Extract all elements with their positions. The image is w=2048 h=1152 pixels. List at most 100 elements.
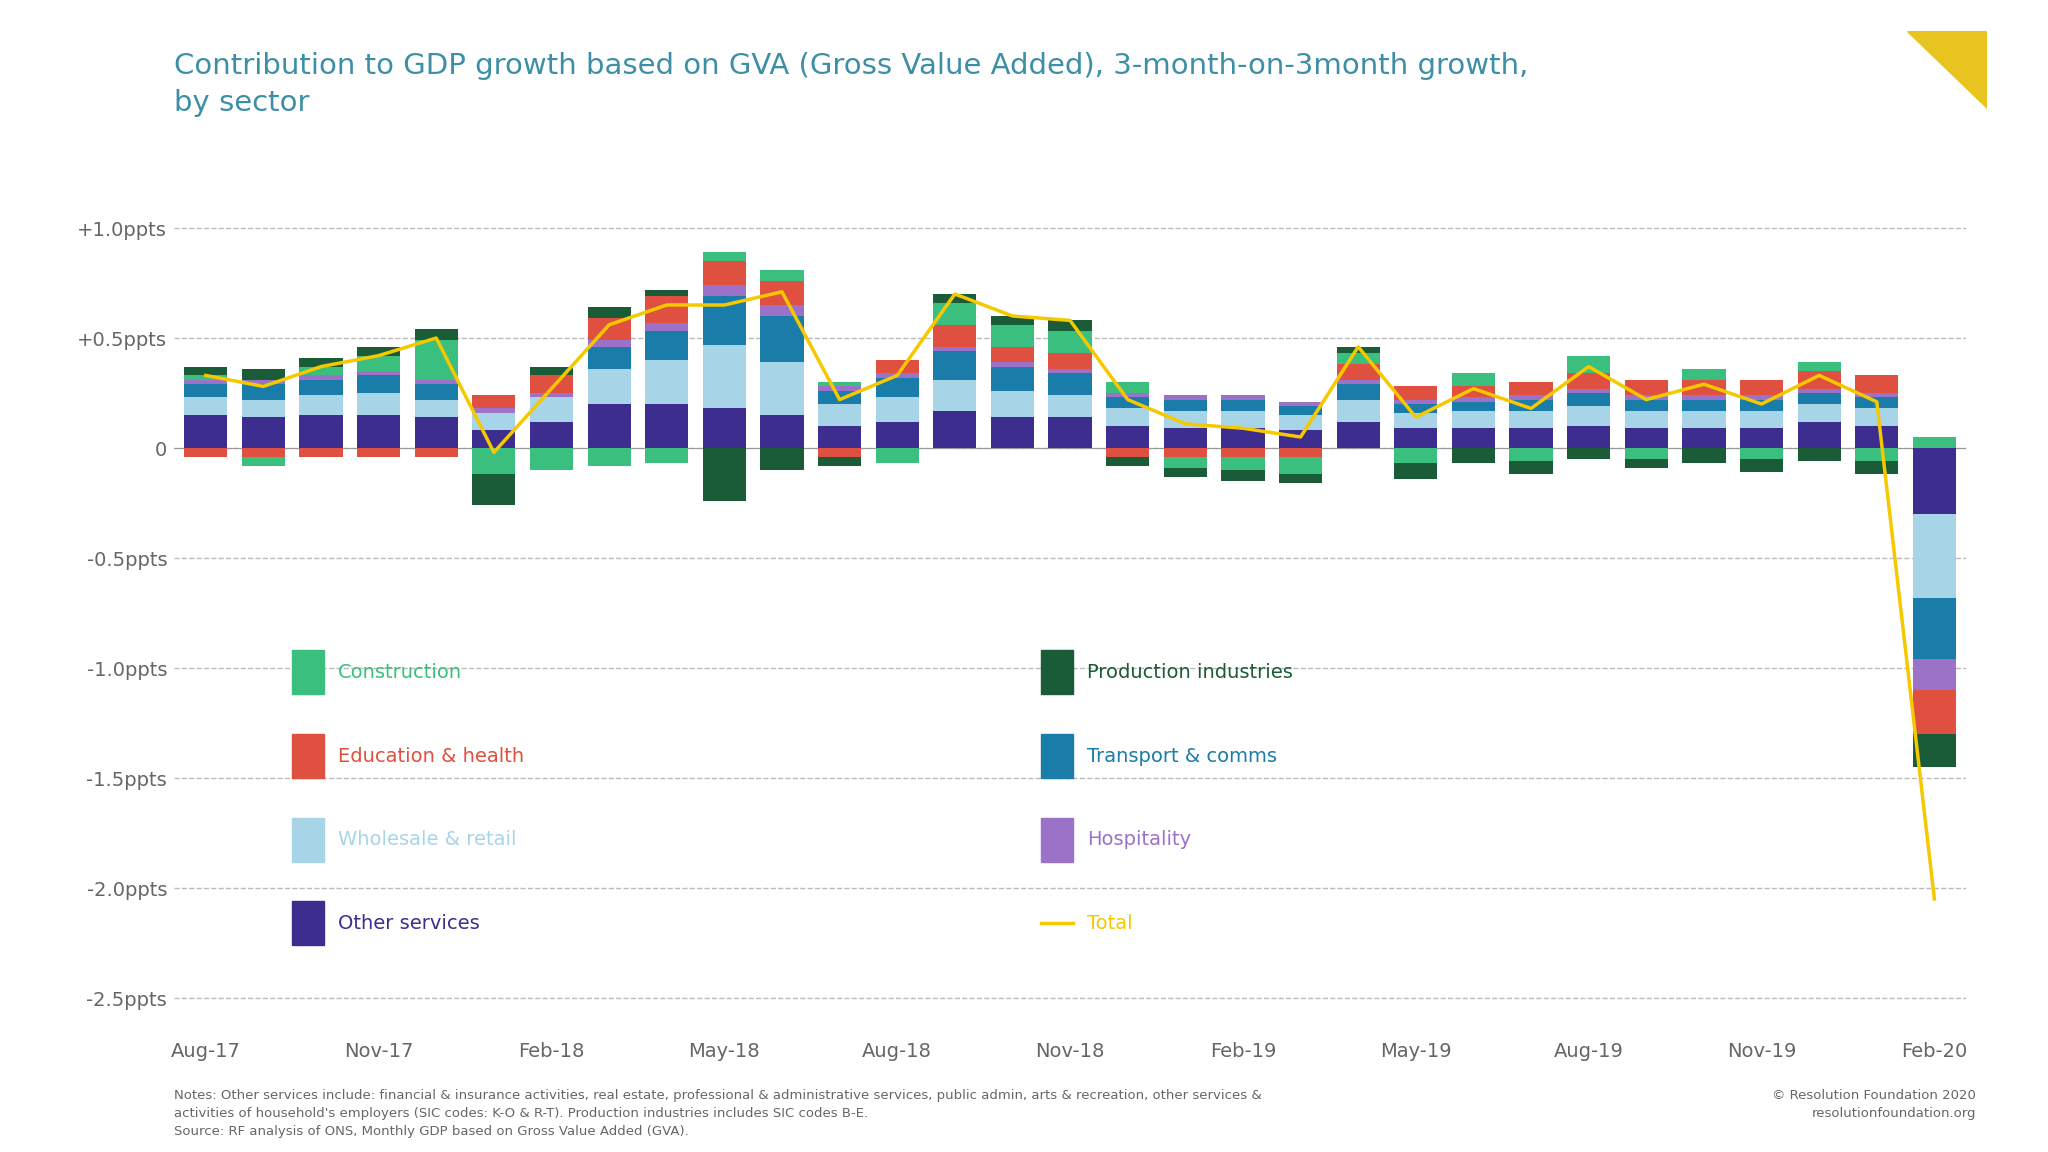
- Bar: [1106, 409, 1149, 426]
- Bar: [1681, 400, 1726, 410]
- Bar: [934, 410, 977, 448]
- Bar: [242, 385, 285, 400]
- Bar: [817, 457, 862, 465]
- Polygon shape: [1907, 31, 1987, 108]
- Bar: [1567, 388, 1610, 393]
- Bar: [1278, 415, 1323, 431]
- Bar: [242, 380, 285, 385]
- Bar: [934, 325, 977, 347]
- Bar: [356, 448, 399, 457]
- Bar: [877, 378, 920, 397]
- Bar: [1798, 362, 1841, 371]
- Bar: [1855, 426, 1898, 448]
- Bar: [1106, 393, 1149, 397]
- FancyBboxPatch shape: [293, 818, 324, 862]
- Bar: [645, 332, 688, 361]
- Bar: [702, 409, 745, 448]
- Bar: [1509, 410, 1552, 429]
- Bar: [1741, 410, 1784, 429]
- Bar: [588, 308, 631, 318]
- Bar: [702, 296, 745, 344]
- FancyBboxPatch shape: [1040, 651, 1073, 695]
- Bar: [1741, 429, 1784, 448]
- Bar: [1681, 448, 1726, 463]
- Bar: [1106, 448, 1149, 457]
- Bar: [588, 369, 631, 404]
- Bar: [817, 426, 862, 448]
- Bar: [1624, 380, 1667, 395]
- Bar: [1855, 397, 1898, 409]
- FancyBboxPatch shape: [1040, 818, 1073, 862]
- Bar: [760, 415, 803, 448]
- Bar: [1049, 369, 1092, 373]
- Bar: [1278, 407, 1323, 415]
- Bar: [1395, 429, 1438, 448]
- Bar: [530, 366, 573, 376]
- Bar: [1567, 448, 1610, 458]
- Bar: [1624, 448, 1667, 458]
- Bar: [1395, 404, 1438, 412]
- Bar: [1855, 376, 1898, 393]
- Bar: [299, 415, 342, 448]
- Bar: [1221, 395, 1264, 400]
- Bar: [1624, 458, 1667, 468]
- Bar: [414, 400, 459, 417]
- Bar: [1798, 422, 1841, 448]
- Bar: [934, 351, 977, 380]
- Bar: [1452, 448, 1495, 463]
- Bar: [473, 475, 516, 506]
- Bar: [299, 358, 342, 366]
- Bar: [934, 347, 977, 351]
- Bar: [645, 361, 688, 404]
- Bar: [356, 356, 399, 371]
- Bar: [1567, 373, 1610, 388]
- Bar: [1049, 320, 1092, 332]
- Bar: [1681, 429, 1726, 448]
- Bar: [1337, 385, 1380, 400]
- Bar: [1337, 422, 1380, 448]
- Bar: [1509, 395, 1552, 400]
- Bar: [1681, 369, 1726, 380]
- Bar: [1049, 354, 1092, 369]
- Bar: [299, 366, 342, 376]
- Bar: [645, 448, 688, 463]
- Bar: [588, 347, 631, 369]
- Bar: [1913, 514, 1956, 598]
- Bar: [356, 371, 399, 376]
- Bar: [1913, 437, 1956, 448]
- Bar: [1278, 431, 1323, 448]
- Bar: [1395, 448, 1438, 463]
- Bar: [1163, 448, 1206, 457]
- Bar: [991, 362, 1034, 366]
- Text: RF: RF: [1874, 96, 1933, 137]
- Bar: [242, 417, 285, 448]
- Bar: [1337, 380, 1380, 385]
- Bar: [1452, 429, 1495, 448]
- Bar: [473, 431, 516, 448]
- Bar: [299, 376, 342, 380]
- Bar: [1567, 407, 1610, 426]
- Bar: [1798, 448, 1841, 461]
- Bar: [588, 404, 631, 448]
- Bar: [645, 296, 688, 323]
- Bar: [530, 448, 573, 470]
- Bar: [1509, 461, 1552, 475]
- Bar: [1049, 332, 1092, 354]
- Bar: [760, 305, 803, 316]
- Bar: [1452, 373, 1495, 386]
- Bar: [356, 347, 399, 356]
- Bar: [1913, 598, 1956, 659]
- Bar: [1509, 429, 1552, 448]
- Bar: [1221, 448, 1264, 457]
- Text: Total: Total: [1087, 914, 1133, 933]
- Bar: [1278, 448, 1323, 457]
- Bar: [760, 316, 803, 362]
- Bar: [1624, 410, 1667, 429]
- Bar: [1798, 393, 1841, 404]
- Bar: [1278, 402, 1323, 407]
- Bar: [1163, 400, 1206, 410]
- Bar: [356, 415, 399, 448]
- Bar: [645, 404, 688, 448]
- Bar: [1913, 690, 1956, 734]
- Bar: [588, 318, 631, 340]
